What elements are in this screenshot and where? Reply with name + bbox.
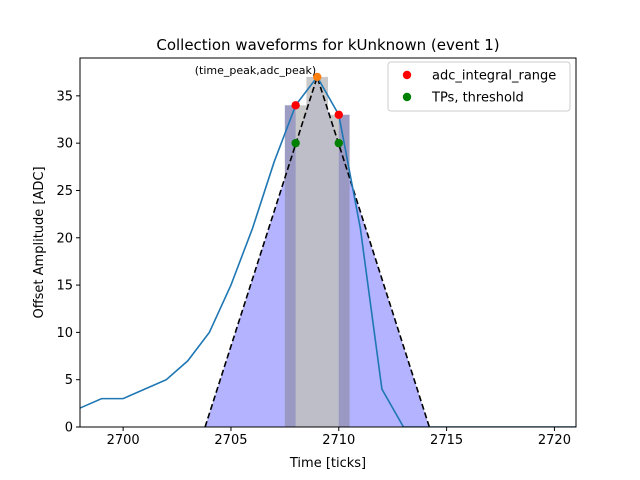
y-tick-label: 10: [56, 326, 73, 341]
chart-title: Collection waveforms for kUnknown (event…: [156, 36, 499, 54]
bar-1: [306, 76, 328, 427]
y-tick-label: 35: [56, 89, 73, 104]
x-tick-label: 2715: [430, 433, 463, 448]
waveform-line: [80, 75, 576, 427]
x-tick-label: 2700: [107, 433, 140, 448]
x-axis-label: Time [ticks]: [289, 456, 366, 471]
y-tick-label: 15: [56, 279, 73, 294]
legend-marker-1: [402, 92, 412, 102]
y-tick-label: 0: [65, 421, 73, 436]
y-tick-label: 5: [65, 373, 73, 388]
triangle-outline: [204, 74, 431, 427]
y-tick-label: 25: [56, 184, 73, 199]
tp-threshold-point-1: [334, 138, 343, 148]
legend: adc_integral_range TPs, threshold: [387, 61, 571, 112]
overlay: (time_peak,adc_peak): [195, 64, 343, 148]
legend-label-0: adc_integral_range: [432, 69, 556, 84]
x-tick-label: 2705: [214, 433, 247, 448]
peak-point: [313, 72, 322, 82]
x-tick-label: 2710: [322, 433, 355, 448]
y-tick-label: 20: [56, 231, 73, 246]
tp-band-right: [338, 114, 350, 427]
peak-annotation: (time_peak,adc_peak): [195, 64, 316, 77]
x-axis: 2700 2705 2710 2715 2720: [107, 427, 571, 448]
adc-integral-point-1: [334, 110, 343, 119]
legend-box: [387, 61, 571, 112]
legend-label-1: TPs, threshold: [431, 91, 524, 106]
y-axis-label: Offset Amplitude [ADC]: [32, 166, 47, 318]
y-axis: 0 5 10 15 20 25 30 35: [56, 89, 80, 436]
x-tick-label: 2720: [538, 433, 571, 448]
adc-integral-point-0: [291, 101, 300, 110]
legend-marker-0: [402, 70, 412, 80]
tp-band-left: [284, 105, 296, 427]
y-tick-label: 30: [56, 137, 73, 152]
plot-frame: [79, 57, 577, 428]
plot-area: [80, 74, 576, 427]
tp-threshold-point-0: [291, 138, 300, 148]
